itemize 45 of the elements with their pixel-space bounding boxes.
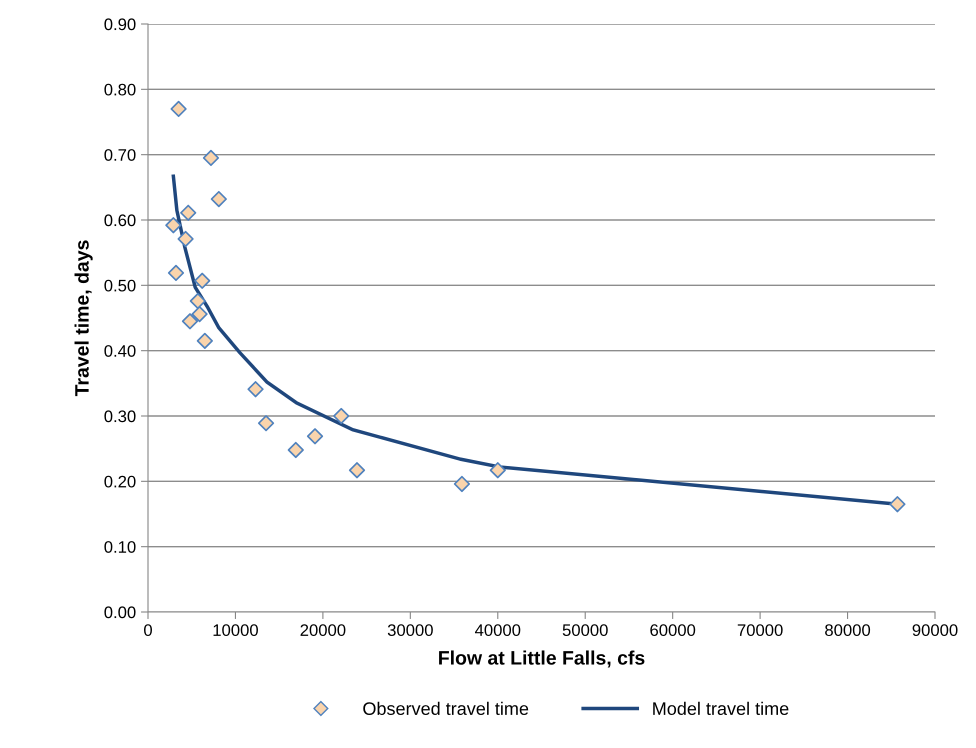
point bbox=[191, 306, 208, 322]
point bbox=[190, 292, 206, 310]
x-tick-label: 40000 bbox=[474, 624, 520, 636]
point bbox=[247, 381, 264, 398]
x-tick-label: 60000 bbox=[650, 624, 696, 636]
x-tick-label: 10000 bbox=[214, 624, 258, 636]
point bbox=[194, 272, 210, 289]
point bbox=[168, 264, 184, 282]
point bbox=[306, 428, 324, 444]
point bbox=[177, 230, 194, 248]
point bbox=[454, 476, 470, 492]
y-tick-label: 0.40 bbox=[104, 345, 136, 357]
legend-label: Model travel time bbox=[653, 702, 788, 716]
point bbox=[333, 408, 350, 424]
y-tick-label: 0.20 bbox=[104, 476, 136, 488]
legend-label: Observed travel time bbox=[363, 702, 528, 716]
point bbox=[202, 150, 220, 166]
x-tick-label: 0 bbox=[144, 624, 152, 636]
point bbox=[348, 462, 366, 478]
x-tick-label: 20000 bbox=[300, 624, 346, 636]
y-tick-label: 0.00 bbox=[104, 606, 136, 618]
x-tick-label: 30000 bbox=[388, 624, 433, 636]
x-tick-label: 70000 bbox=[738, 624, 783, 636]
y-axis-title: Travel time, days bbox=[74, 240, 93, 396]
point bbox=[210, 190, 227, 208]
y-tick-label: 0.70 bbox=[104, 149, 136, 161]
point bbox=[180, 204, 196, 221]
x-axis-title: Flow at Little Falls, cfs bbox=[439, 650, 644, 668]
y-tick-label: 0.50 bbox=[104, 280, 136, 292]
x-tick-label: 90000 bbox=[912, 624, 958, 636]
y-tick-label: 0.10 bbox=[104, 541, 136, 553]
y-tick-label: 0.60 bbox=[104, 214, 136, 226]
point bbox=[889, 496, 906, 512]
x-tick-label: 50000 bbox=[562, 624, 608, 636]
point bbox=[258, 415, 274, 432]
point bbox=[288, 442, 304, 458]
y-tick-label: 0.80 bbox=[104, 84, 136, 96]
point bbox=[490, 462, 506, 478]
point bbox=[170, 100, 187, 118]
point bbox=[182, 313, 198, 330]
x-tick-label: 80000 bbox=[825, 624, 870, 636]
y-tick-label: 0.30 bbox=[104, 410, 136, 422]
point bbox=[165, 217, 182, 234]
y-tick-label: 0.90 bbox=[104, 18, 136, 30]
point bbox=[196, 332, 213, 349]
